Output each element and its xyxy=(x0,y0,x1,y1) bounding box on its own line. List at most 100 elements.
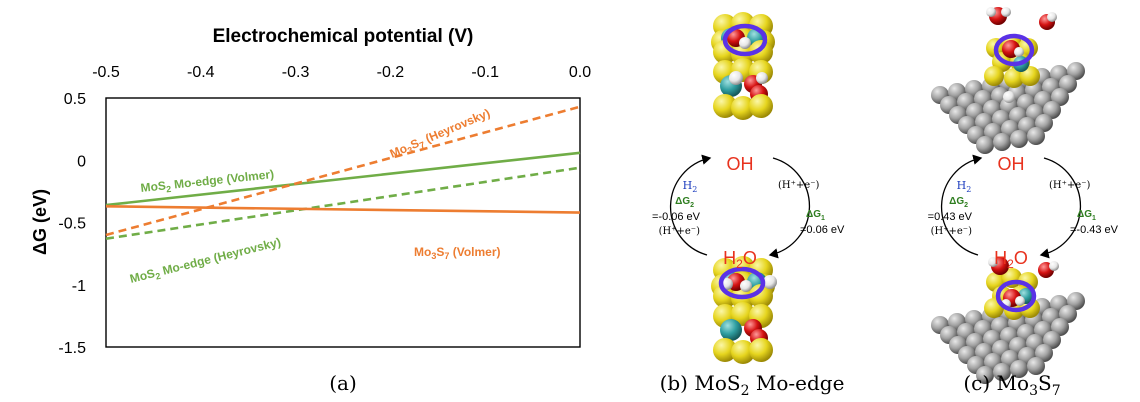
atom-c xyxy=(1067,292,1085,310)
label-mos2-volmer: MoS2 Mo-edge (Volmer) xyxy=(140,167,275,197)
y-tick-labels: 0.5 0 -0.5 -1 -1.5 xyxy=(58,91,86,357)
x-tick-label: -0.1 xyxy=(471,64,499,81)
atom-c xyxy=(1043,101,1061,119)
y-axis-label: ΔG (eV) xyxy=(30,189,50,255)
atom-h xyxy=(763,275,777,289)
mos2-oh-structure-top xyxy=(711,12,775,120)
atom-c xyxy=(1010,130,1028,148)
reaction-cycle-b: OH H2O H2 ΔG2 =-0.06 eV (H⁺+e⁻) (H⁺+e⁻) … xyxy=(652,154,845,271)
atom-h xyxy=(1014,47,1024,57)
atom-s xyxy=(749,338,773,362)
right-reactant-b: (H⁺+e⁻) xyxy=(778,180,819,191)
atom-h xyxy=(1001,7,1011,17)
dg2-label-c: ΔG2 xyxy=(949,196,968,209)
atom-s xyxy=(1004,68,1024,88)
atom-s xyxy=(731,340,755,364)
highlight-ring xyxy=(722,23,768,57)
atom-s xyxy=(713,284,737,308)
plot-marks xyxy=(105,105,581,240)
y-tick-label: 0.5 xyxy=(64,91,86,108)
x-tick-label: -0.5 xyxy=(92,64,120,81)
dg1-value-b: =0.06 eV xyxy=(800,224,845,236)
atom-h xyxy=(740,280,752,292)
atom-c xyxy=(1027,127,1045,145)
dg1-label-b: ΔG1 xyxy=(806,209,825,222)
species-h2o-c: H2O xyxy=(994,248,1028,271)
atom-c xyxy=(1051,318,1069,336)
atom-h xyxy=(1049,261,1059,271)
label-mo3s7-volmer: Mo3S7 (Volmer) xyxy=(414,245,501,261)
mo3s7-oh-structure-top xyxy=(931,7,1085,154)
atom-h xyxy=(1015,296,1025,306)
highlight-ring xyxy=(718,266,766,300)
reaction-cycle-c: OH H2O H2 ΔG2 =0.43 eV (H⁺+e⁻) (H⁺+e⁻) Δ… xyxy=(928,154,1119,271)
dg1-label-c: ΔG1 xyxy=(1077,209,1096,222)
x-tick-label: -0.3 xyxy=(282,64,310,81)
atom-c xyxy=(1059,305,1077,323)
series-line-2 xyxy=(105,166,581,240)
dg2-value-b: =-0.06 eV xyxy=(652,211,701,223)
atom-c xyxy=(1043,331,1061,349)
mo3s7-h2o-structure-bottom xyxy=(931,257,1085,384)
series-line-3 xyxy=(105,205,581,214)
cycle-arrow-right-c xyxy=(1039,157,1082,259)
x-tick-labels: -0.5 -0.4 -0.3 -0.2 -0.1 0.0 xyxy=(92,64,591,81)
atom-c xyxy=(1027,357,1045,375)
atom-h xyxy=(739,37,751,49)
dg2-label-b: ΔG2 xyxy=(675,196,694,209)
y-tick-label: -1.5 xyxy=(58,340,86,357)
panel-b: OH H2O H2 ΔG2 =-0.06 eV (H⁺+e⁻) (H⁺+e⁻) … xyxy=(652,12,845,399)
chart-title: Electrochemical potential (V) xyxy=(213,26,474,47)
panel-c: OH H2O H2 ΔG2 =0.43 eV (H⁺+e⁻) (H⁺+e⁻) Δ… xyxy=(928,7,1119,399)
atom-c xyxy=(993,363,1011,381)
mos2-h2o-structure-bottom xyxy=(711,256,777,364)
highlight-ring xyxy=(995,279,1037,313)
caption-a: (a) xyxy=(329,371,357,395)
atom-c xyxy=(976,136,994,154)
atom-h xyxy=(729,71,743,85)
cycle-arrow-left-c xyxy=(940,154,983,256)
series-line-1 xyxy=(105,151,581,207)
x-tick-label: -0.2 xyxy=(377,64,405,81)
cycle-arrow-left-b xyxy=(669,154,712,256)
y-tick-label: -1 xyxy=(72,278,86,295)
caption-b: (b) MoS2 Mo-edge xyxy=(660,371,845,399)
dg1-value-c: =-0.43 eV xyxy=(1070,224,1119,236)
x-tick-label: -0.4 xyxy=(187,64,215,81)
left-reactant-c: (H⁺+e⁻) xyxy=(931,226,972,237)
atom-s xyxy=(731,96,755,120)
atom-s xyxy=(713,40,737,64)
cycle-arrow-right-b xyxy=(768,157,811,259)
species-oh-c: OH xyxy=(998,154,1025,174)
right-reactant-c: (H⁺+e⁻) xyxy=(1049,180,1090,191)
species-h2o-b: H2O xyxy=(723,248,757,271)
h2-label-b: H2 xyxy=(683,179,698,194)
left-reactant-b: (H⁺+e⁻) xyxy=(659,226,700,237)
caption-c: (c) Mo3S7 xyxy=(963,371,1060,399)
atom-s xyxy=(749,284,773,308)
atom-c xyxy=(1035,114,1053,132)
atom-h xyxy=(1003,91,1015,103)
atom-s xyxy=(713,94,737,118)
label-mos2-heyrovsky: MoS2 Mo-edge (Heyrovsky) xyxy=(128,235,282,288)
y-tick-label: 0 xyxy=(77,153,86,170)
atom-c xyxy=(1035,344,1053,362)
atom-s xyxy=(713,338,737,362)
species-oh-b: OH xyxy=(727,154,754,174)
atom-s xyxy=(749,94,773,118)
atom-c xyxy=(1010,360,1028,378)
y-tick-label: -0.5 xyxy=(58,216,86,233)
highlight-ring xyxy=(993,33,1035,67)
h2-label-c: H2 xyxy=(957,179,972,194)
plot-area xyxy=(105,97,581,348)
chart-panel: Electrochemical potential (V) -0.5 -0.4 -0… xyxy=(30,26,591,395)
atom-h xyxy=(756,72,768,84)
atom-c xyxy=(1059,75,1077,93)
atom-c xyxy=(993,133,1011,151)
atom-c xyxy=(976,366,994,384)
dg2-value-c: =0.43 eV xyxy=(928,211,973,223)
atom-mo xyxy=(720,319,742,341)
x-tick-label: 0.0 xyxy=(569,64,591,81)
atom-s xyxy=(749,40,773,64)
